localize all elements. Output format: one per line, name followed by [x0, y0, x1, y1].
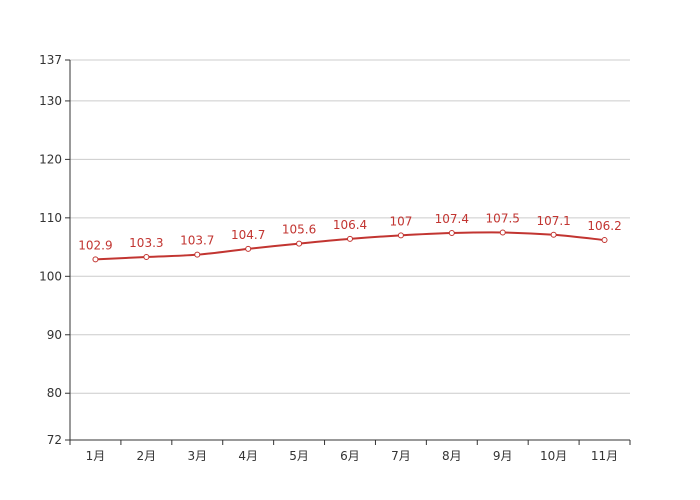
data-point[interactable]: [92, 256, 99, 263]
data-point[interactable]: [397, 232, 404, 239]
data-point[interactable]: [550, 231, 557, 238]
y-tick-label: 120: [39, 152, 62, 166]
data-label: 103.7: [180, 234, 214, 248]
x-tick-label: 3月: [187, 449, 207, 463]
data-point[interactable]: [601, 237, 608, 244]
data-point[interactable]: [499, 229, 506, 236]
x-tick-label: 9月: [493, 449, 513, 463]
data-label: 102.9: [78, 238, 112, 252]
x-tick-label: 10月: [540, 449, 567, 463]
x-tick-label: 2月: [137, 449, 157, 463]
data-point[interactable]: [347, 235, 353, 242]
data-label: 107.4: [435, 212, 469, 226]
data-point[interactable]: [194, 251, 201, 258]
data-point[interactable]: [448, 230, 455, 237]
data-label: 106.2: [587, 219, 621, 233]
y-tick-label: 137: [39, 53, 62, 67]
data-point[interactable]: [296, 240, 303, 247]
x-tick-label: 6月: [340, 449, 360, 463]
data-label: 107.1: [536, 214, 570, 228]
y-tick-label: 100: [39, 269, 62, 283]
y-tick-label: 90: [47, 328, 62, 342]
y-tick-label: 110: [39, 211, 62, 225]
series-area: [92, 229, 608, 263]
data-label: 107: [389, 214, 412, 228]
x-tick-label: 5月: [289, 449, 309, 463]
x-tick-label: 1月: [86, 449, 106, 463]
data-label: 106.4: [333, 218, 367, 232]
grid-lines: [70, 59, 630, 441]
x-tick-label: 8月: [442, 449, 462, 463]
data-labels: 102.9 103.3 103.7 104.7 105.6 106.4 107 107.4 10…: [78, 211, 621, 252]
x-tick-label: 11月: [591, 449, 618, 463]
y-tick-label: 130: [39, 94, 62, 108]
x-tick-label: 4月: [238, 449, 258, 463]
y-tick-label: 80: [47, 386, 62, 400]
data-point[interactable]: [143, 254, 150, 261]
data-label: 107.5: [486, 211, 520, 225]
data-label: 104.7: [231, 228, 265, 242]
y-tick-label: 72: [47, 433, 62, 447]
axes: 72 80 90 100 110 120 130 137 1月 2月 3月 4月 5月 6月 7月 8月 9月 1…: [39, 53, 631, 463]
data-label: 103.3: [129, 236, 163, 250]
x-tick-label: 7月: [391, 449, 411, 463]
data-label: 105.6: [282, 223, 316, 237]
data-point[interactable]: [245, 245, 252, 252]
